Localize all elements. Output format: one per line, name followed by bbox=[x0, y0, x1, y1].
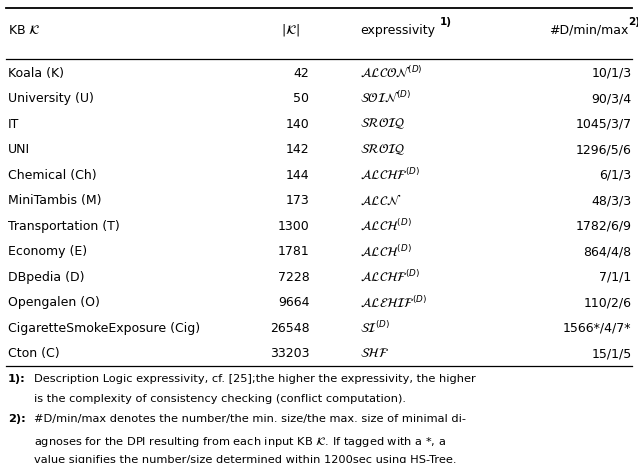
Text: 33203: 33203 bbox=[270, 346, 309, 360]
Text: 1):: 1): bbox=[8, 373, 26, 383]
Text: 26548: 26548 bbox=[270, 321, 309, 334]
Text: CigaretteSmokeExposure (Cig): CigaretteSmokeExposure (Cig) bbox=[8, 321, 200, 334]
Text: #D/min/max denotes the number/the min. size/the max. size of minimal di-: #D/min/max denotes the number/the min. s… bbox=[34, 413, 466, 424]
Text: 1781: 1781 bbox=[278, 244, 309, 258]
Text: 42: 42 bbox=[293, 66, 309, 80]
Text: $\mathcal{SROIQ}$: $\mathcal{SROIQ}$ bbox=[360, 117, 406, 131]
Text: Economy (E): Economy (E) bbox=[8, 244, 87, 258]
Text: $\mathcal{ALCON}^{(D)}$: $\mathcal{ALCON}^{(D)}$ bbox=[360, 65, 423, 81]
Text: $\mathcal{ALCHF}^{(D)}$: $\mathcal{ALCHF}^{(D)}$ bbox=[360, 269, 420, 284]
Text: University (U): University (U) bbox=[8, 92, 94, 105]
Text: value signifies the number/size determined within 1200sec using HS-Tree.: value signifies the number/size determin… bbox=[34, 454, 457, 463]
Text: 864/4/8: 864/4/8 bbox=[584, 244, 632, 258]
Text: 1782/6/9: 1782/6/9 bbox=[575, 219, 632, 232]
Text: 1): 1) bbox=[440, 17, 452, 27]
Text: 140: 140 bbox=[286, 117, 309, 131]
Text: $|\mathcal{K}|$: $|\mathcal{K}|$ bbox=[281, 22, 300, 38]
Text: 9664: 9664 bbox=[278, 295, 309, 309]
Text: 142: 142 bbox=[286, 143, 309, 156]
Text: 90/3/4: 90/3/4 bbox=[591, 92, 632, 105]
Text: 1296/5/6: 1296/5/6 bbox=[575, 143, 632, 156]
Text: $\mathcal{ALCHF}^{(D)}$: $\mathcal{ALCHF}^{(D)}$ bbox=[360, 167, 420, 182]
Text: UNI: UNI bbox=[8, 143, 30, 156]
Text: $\mathcal{SI}^{(D)}$: $\mathcal{SI}^{(D)}$ bbox=[360, 319, 390, 336]
Text: 2):: 2): bbox=[8, 413, 26, 424]
Text: Koala (K): Koala (K) bbox=[8, 66, 64, 80]
Text: Chemical (Ch): Chemical (Ch) bbox=[8, 168, 96, 181]
Text: expressivity: expressivity bbox=[360, 24, 436, 37]
Text: $\mathcal{SHF}$: $\mathcal{SHF}$ bbox=[360, 346, 390, 360]
Text: $\mathcal{ALEHIF}^{(D)}$: $\mathcal{ALEHIF}^{(D)}$ bbox=[360, 294, 427, 310]
Text: $\mathcal{SROIQ}$: $\mathcal{SROIQ}$ bbox=[360, 142, 406, 156]
Text: 173: 173 bbox=[286, 194, 309, 207]
Text: 1045/3/7: 1045/3/7 bbox=[575, 117, 632, 131]
Text: 6/1/3: 6/1/3 bbox=[600, 168, 632, 181]
Text: DBpedia (D): DBpedia (D) bbox=[8, 270, 84, 283]
Text: 10/1/3: 10/1/3 bbox=[591, 66, 632, 80]
Text: $\mathcal{ALCH}^{(D)}$: $\mathcal{ALCH}^{(D)}$ bbox=[360, 244, 412, 259]
Text: $\mathcal{SOIN}^{(D)}$: $\mathcal{SOIN}^{(D)}$ bbox=[360, 91, 412, 106]
Text: 110/2/6: 110/2/6 bbox=[584, 295, 632, 309]
Text: Transportation (T): Transportation (T) bbox=[8, 219, 119, 232]
Text: IT: IT bbox=[8, 117, 19, 131]
Text: agnoses for the DPI resulting from each input KB $\mathcal{K}$. If tagged with a: agnoses for the DPI resulting from each … bbox=[34, 434, 447, 448]
Text: #D/min/max: #D/min/max bbox=[549, 24, 628, 37]
Text: 15/1/5: 15/1/5 bbox=[591, 346, 632, 360]
Text: Opengalen (O): Opengalen (O) bbox=[8, 295, 100, 309]
Text: is the complexity of consistency checking (conflict computation).: is the complexity of consistency checkin… bbox=[34, 393, 406, 403]
Text: $\mathcal{ALCN}$: $\mathcal{ALCN}$ bbox=[360, 193, 402, 207]
Text: 7/1/1: 7/1/1 bbox=[599, 270, 632, 283]
Text: 50: 50 bbox=[293, 92, 309, 105]
Text: MiniTambis (M): MiniTambis (M) bbox=[8, 194, 101, 207]
Text: Cton (C): Cton (C) bbox=[8, 346, 59, 360]
Text: 2): 2) bbox=[628, 17, 638, 27]
Text: 7228: 7228 bbox=[278, 270, 309, 283]
Text: 48/3/3: 48/3/3 bbox=[591, 194, 632, 207]
Text: KB $\mathcal{K}$: KB $\mathcal{K}$ bbox=[8, 24, 40, 37]
Text: Description Logic expressivity, cf. [25];the higher the expressivity, the higher: Description Logic expressivity, cf. [25]… bbox=[34, 373, 476, 383]
Text: 1566*/4/7*: 1566*/4/7* bbox=[563, 321, 632, 334]
Text: 1300: 1300 bbox=[278, 219, 309, 232]
Text: $\mathcal{ALCH}^{(D)}$: $\mathcal{ALCH}^{(D)}$ bbox=[360, 218, 412, 233]
Text: 144: 144 bbox=[286, 168, 309, 181]
